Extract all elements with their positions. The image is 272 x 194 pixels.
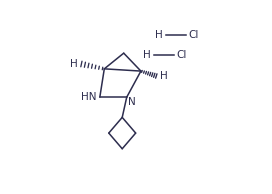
Text: H: H [143, 50, 151, 60]
Text: Cl: Cl [177, 50, 187, 60]
Text: H: H [155, 30, 163, 40]
Text: HN: HN [81, 92, 96, 102]
Text: Cl: Cl [189, 30, 199, 40]
Text: H: H [70, 59, 78, 69]
Text: N: N [128, 97, 136, 107]
Text: H: H [160, 71, 167, 81]
